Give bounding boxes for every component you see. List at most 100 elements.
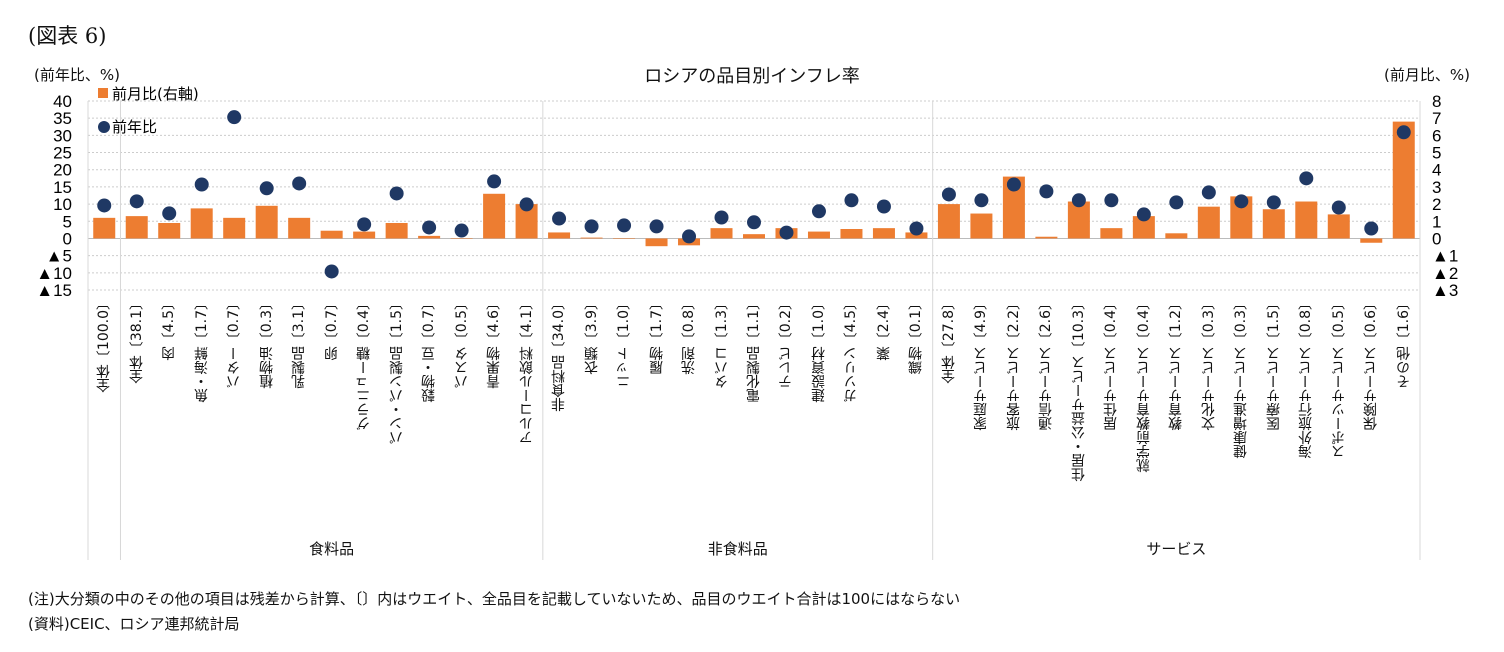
x-tick-label: タバコ〔1.3〕 <box>713 296 730 389</box>
dot <box>941 187 956 202</box>
dot <box>909 221 924 236</box>
y-tick-right: 5 <box>1432 144 1441 163</box>
note: (注)大分類の中のその他の項目は残差から計算、〔〕内はウエイト、全品目を記載して… <box>28 590 961 608</box>
legend-dot-label: 前年比 <box>112 118 157 136</box>
dot <box>129 194 144 209</box>
y-tick-right: 8 <box>1432 92 1441 111</box>
dot <box>422 220 437 235</box>
dot <box>1071 193 1086 208</box>
x-tick-label: 青果物〔4.6〕 <box>486 296 503 389</box>
dot <box>1039 184 1054 199</box>
dot <box>876 199 891 214</box>
dot <box>649 219 664 234</box>
x-tick-label: 就学前教育サービス〔0.4〕 <box>1135 296 1152 473</box>
bar <box>223 217 246 239</box>
x-tick-label: パスタ〔0.5〕 <box>453 296 470 389</box>
x-tick-label: 植物油〔0.3〕 <box>258 296 275 389</box>
x-tick-label: パン・パン製品〔1.5〕 <box>388 296 405 445</box>
bar <box>1002 176 1025 239</box>
legend-bar-swatch <box>98 88 108 98</box>
x-tick-label: 肉〔4.5〕 <box>161 296 178 361</box>
bar <box>1327 214 1350 239</box>
x-tick-label: 全体〔27.8〕 <box>940 296 957 384</box>
x-tick-label: 住居・公益サービス〔10.3〕 <box>1070 296 1087 482</box>
bar <box>158 222 181 239</box>
bar <box>580 237 603 239</box>
y-tick-left: ▲5 <box>46 247 72 266</box>
dot <box>844 193 859 208</box>
dot <box>357 217 372 232</box>
dot <box>162 206 177 221</box>
y-tick-left: 15 <box>53 178 72 197</box>
dot <box>227 110 242 125</box>
y-tick-left: 20 <box>53 161 72 180</box>
bar <box>385 222 408 239</box>
x-tick-label: スポーツサービス〔0.5〕 <box>1330 296 1347 459</box>
dot <box>747 215 761 230</box>
bar <box>613 238 636 239</box>
bar <box>970 213 993 239</box>
x-tick-label: ガソリン〔4.5〕 <box>843 296 860 403</box>
dot <box>519 197 534 212</box>
dot <box>1234 194 1249 209</box>
dot <box>714 210 729 225</box>
x-tick-label: 通信サービス〔2.6〕 <box>1038 296 1055 431</box>
x-tick-label: 薬〔2.4〕 <box>875 296 892 361</box>
bar <box>1035 236 1058 239</box>
dot <box>1104 193 1119 208</box>
bar <box>743 234 765 239</box>
x-tick-label: テレビ〔0.2〕 <box>778 296 795 389</box>
bar <box>1262 209 1285 239</box>
dot <box>1169 195 1184 210</box>
x-tick-label: グラニュー糖〔0.4〕 <box>356 296 373 431</box>
dot <box>1331 200 1346 215</box>
bar <box>515 204 538 239</box>
bar <box>840 229 863 239</box>
bar <box>93 217 116 239</box>
x-tick-label: 居住サービス〔0.4〕 <box>1103 296 1120 431</box>
bar <box>548 232 571 239</box>
x-tick-label: 旅客サービス〔2.2〕 <box>1005 296 1022 431</box>
x-tick-label: 海外旅行サービス〔0.8〕 <box>1298 296 1315 459</box>
x-tick-label: 非食料品〔34.0〕 <box>551 296 568 412</box>
bar <box>1100 228 1123 239</box>
x-tick-label: 健康増進サービス〔0.3〕 <box>1233 296 1250 459</box>
y-tick-left: 30 <box>53 126 72 145</box>
y-tick-right: 1 <box>1432 212 1441 231</box>
group-label: 非食料品 <box>707 540 768 558</box>
y-tick-left: 25 <box>53 144 72 163</box>
dot <box>1006 177 1021 192</box>
bar <box>1392 121 1415 239</box>
y-tick-left: 10 <box>53 195 72 214</box>
bar <box>1132 216 1155 239</box>
dot <box>292 176 307 191</box>
y-tick-left: ▲10 <box>36 264 72 283</box>
x-tick-label: 穀物・豆〔0.7〕 <box>421 296 438 403</box>
x-tick-label: アルコール飲料〔4.1〕 <box>518 296 535 445</box>
x-tick-label: 織物〔0.1〕 <box>908 296 925 375</box>
dot <box>259 181 274 196</box>
dot <box>97 198 112 213</box>
bar <box>483 193 506 239</box>
bar <box>1230 196 1253 239</box>
dot <box>1396 125 1411 140</box>
y-tick-left: 35 <box>53 109 72 128</box>
bar <box>288 217 311 239</box>
dot <box>779 225 794 240</box>
x-tick-label: 教育サービス〔1.2〕 <box>1168 296 1185 431</box>
x-tick-label: 文化サービス〔0.3〕 <box>1200 296 1217 431</box>
y-tick-right: 3 <box>1432 178 1441 197</box>
y-tick-left: 40 <box>53 92 72 111</box>
bar <box>1360 238 1383 243</box>
dot <box>811 204 826 219</box>
bar <box>255 205 278 239</box>
y-tick-right: ▲2 <box>1432 264 1458 283</box>
x-tick-label: 洗剤〔0.8〕 <box>681 296 698 375</box>
x-tick-label: その他〔1.6〕 <box>1395 296 1412 389</box>
source: (資料)CEIC、ロシア連邦統計局 <box>28 615 240 633</box>
figure-label: (図表 6) <box>28 24 107 48</box>
dot <box>1136 207 1151 222</box>
y-tick-right: ▲1 <box>1432 247 1458 266</box>
y-tick-left: 5 <box>63 212 72 231</box>
dot <box>389 186 404 201</box>
